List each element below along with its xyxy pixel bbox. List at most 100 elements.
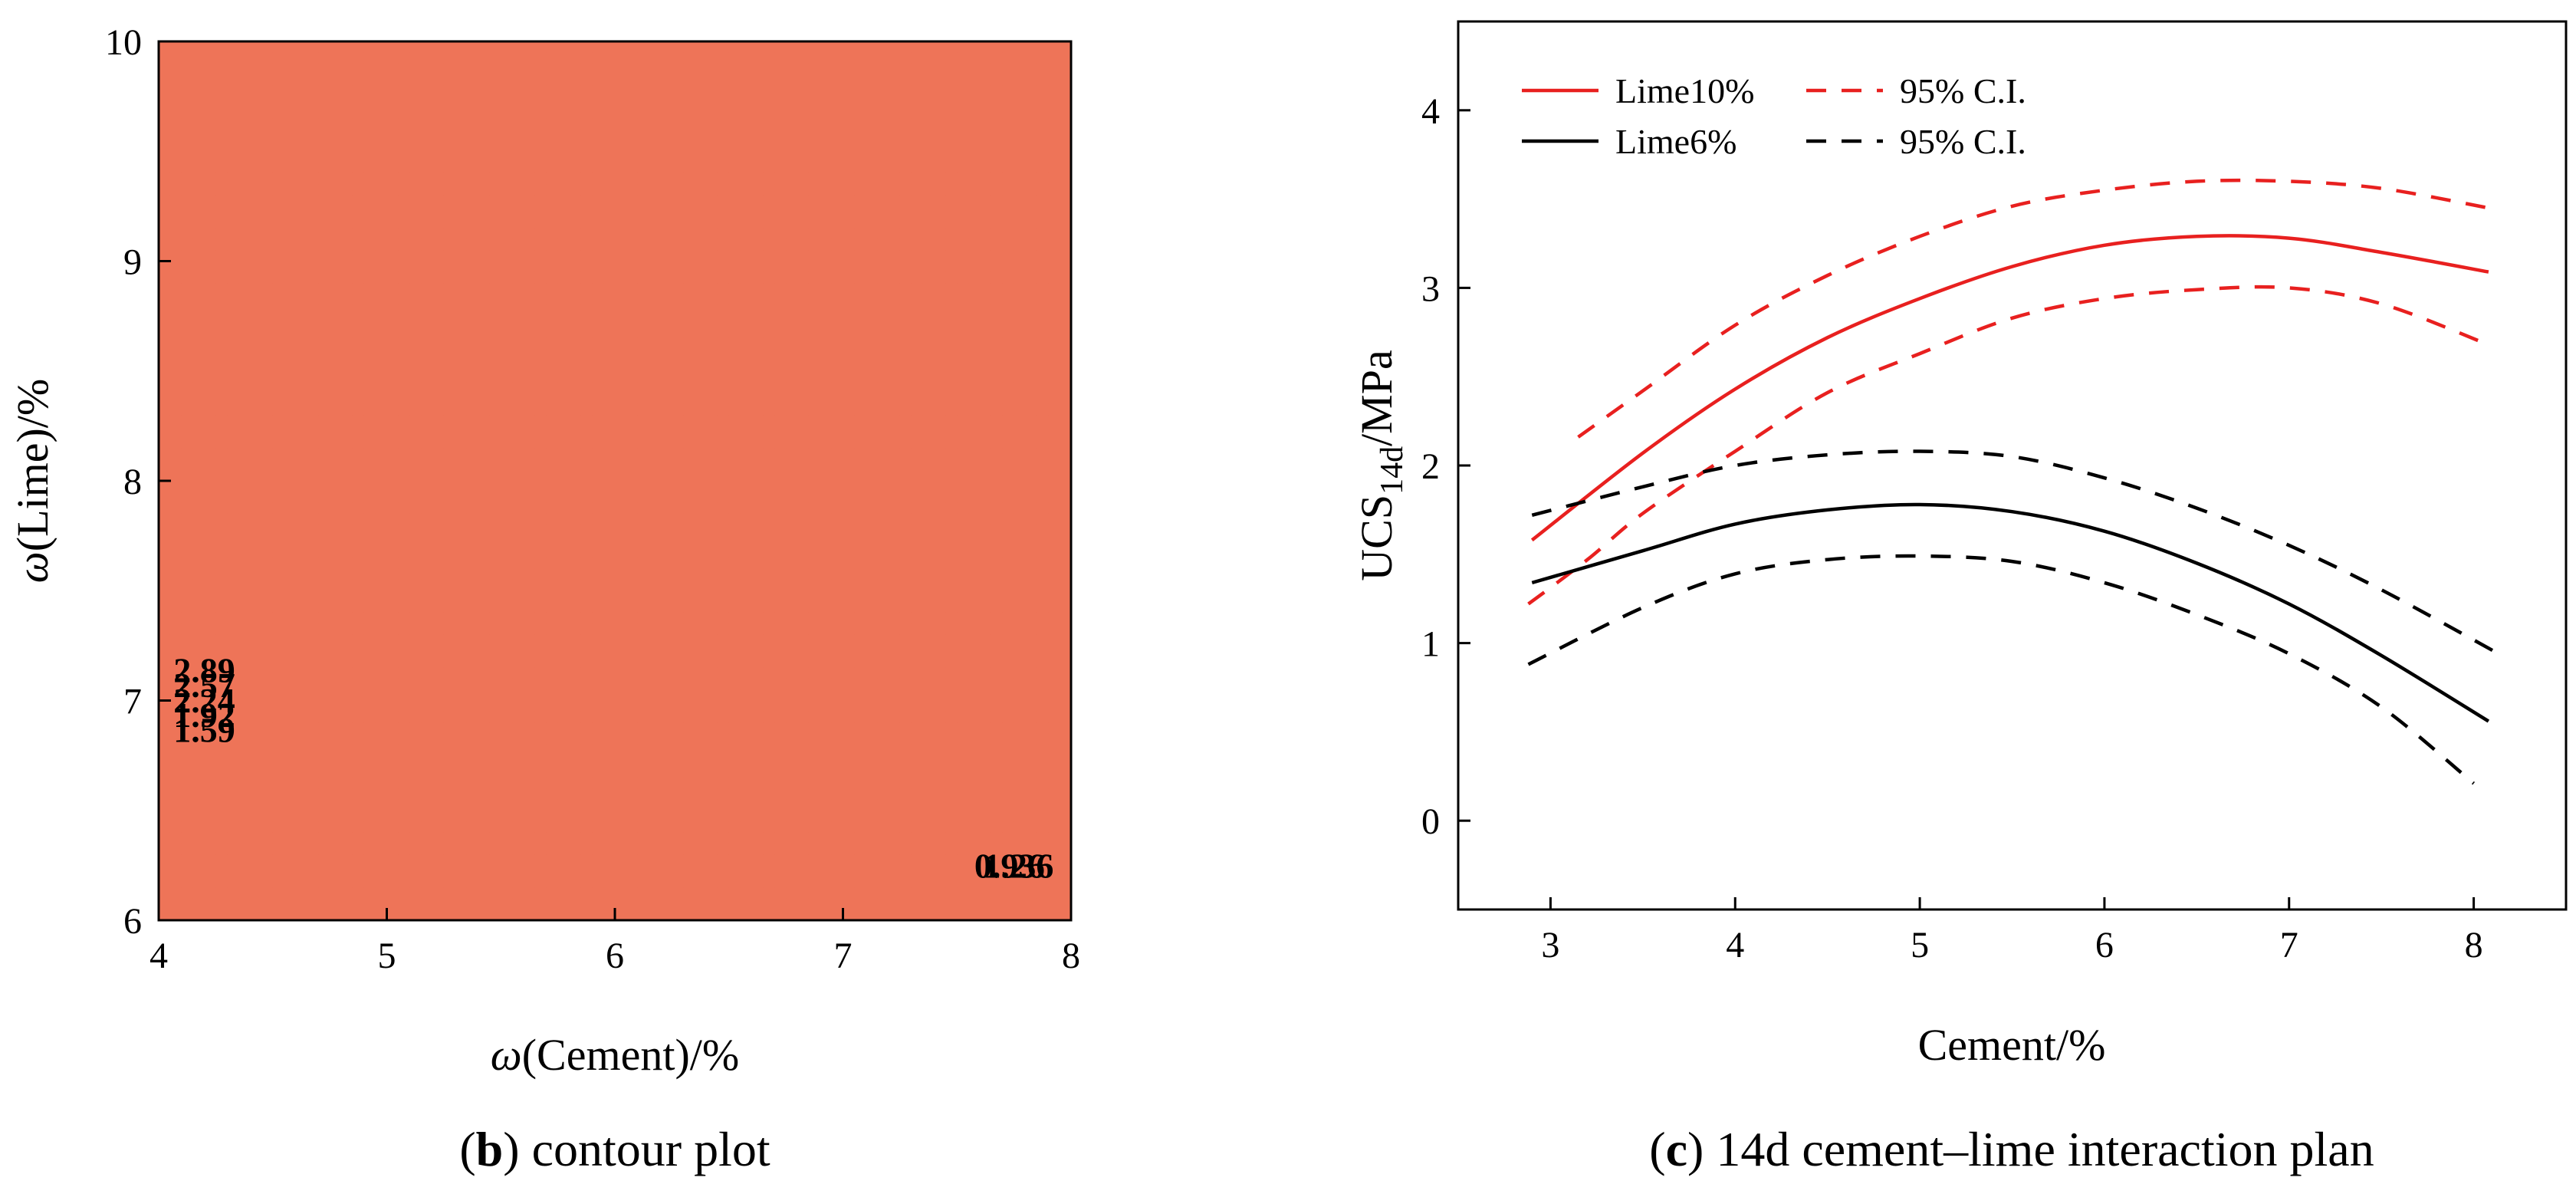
heatmap-cell [603, 590, 616, 603]
heatmap-cell [615, 777, 627, 789]
heatmap-cell [854, 799, 867, 811]
heatmap-cell [854, 327, 867, 339]
heatmap-cell [409, 481, 422, 493]
heatmap-cell [215, 854, 228, 867]
heatmap-cell [534, 645, 547, 658]
heatmap-cell [774, 382, 787, 394]
heatmap-cell [626, 634, 639, 646]
heatmap-cell [808, 612, 821, 625]
heatmap-cell [626, 744, 639, 756]
heatmap-cell [763, 590, 776, 603]
heatmap-cell [866, 129, 878, 141]
heatmap-cell [524, 151, 536, 163]
heatmap-cell [421, 711, 433, 723]
heatmap-cell [272, 426, 285, 438]
heatmap-cell [318, 118, 330, 130]
heatmap-cell [854, 217, 867, 229]
heatmap-cell [854, 898, 867, 910]
heatmap-cell [386, 579, 399, 592]
heatmap-cell [330, 228, 342, 240]
heatmap-cell [341, 656, 353, 669]
heatmap-cell [261, 304, 274, 317]
heatmap-cell [534, 722, 547, 735]
heatmap-cell [489, 129, 502, 141]
heatmap-cell [751, 854, 764, 867]
heatmap-cell [728, 217, 741, 229]
heatmap-cell [512, 821, 524, 834]
heatmap-cell [524, 469, 536, 482]
heatmap-cell [820, 52, 833, 64]
heatmap-cell [398, 415, 411, 427]
heatmap-cell [455, 558, 468, 570]
heatmap-cell [284, 744, 297, 756]
heatmap-cell [626, 601, 639, 613]
heatmap-cell [341, 865, 353, 877]
heatmap-cell [717, 349, 730, 361]
heatmap-cell [181, 337, 194, 350]
heatmap-cell [489, 656, 502, 669]
heatmap-cell [808, 403, 821, 416]
heatmap-cell [489, 63, 502, 75]
heatmap-cell [557, 909, 570, 920]
heatmap-cell [272, 502, 285, 515]
heatmap-cell [580, 370, 593, 383]
heatmap-cell [843, 590, 856, 603]
heatmap-cell [363, 755, 376, 768]
heatmap-cell [238, 271, 251, 284]
heatmap-cell [272, 513, 285, 526]
heatmap-cell [443, 228, 456, 240]
heatmap-cell [751, 733, 764, 745]
heatmap-cell [204, 304, 217, 317]
heatmap-cell [466, 294, 479, 306]
heatmap-cell [524, 777, 536, 789]
heatmap-cell [489, 250, 502, 262]
heatmap-cell [683, 52, 695, 64]
heatmap-cell [649, 755, 662, 768]
heatmap-cell [489, 722, 502, 735]
heatmap-cell [615, 436, 627, 449]
heatmap-cell [421, 810, 433, 822]
heatmap-cell [683, 689, 695, 702]
heatmap-cell [443, 645, 456, 658]
heatmap-cell [352, 327, 365, 339]
heatmap-cell [398, 382, 411, 394]
heatmap-cell [501, 271, 513, 284]
heatmap-cell [261, 250, 274, 262]
heatmap-cell [774, 393, 787, 405]
heatmap-cell [204, 700, 217, 712]
heatmap-cell [728, 722, 741, 735]
heatmap-cell [169, 799, 182, 811]
heatmap-cell [512, 733, 524, 745]
heatmap-cell [466, 909, 479, 920]
heatmap-cell [386, 459, 399, 471]
heatmap-cell [683, 436, 695, 449]
heatmap-cell [489, 370, 502, 383]
heatmap-cell [250, 887, 262, 900]
heatmap-cell [375, 63, 388, 75]
heatmap-cell [215, 238, 228, 251]
heatmap-cell [363, 294, 376, 306]
heatmap-cell [169, 469, 182, 482]
heatmap-cell [786, 755, 798, 768]
heatmap-cell [443, 151, 456, 163]
heatmap-cell [272, 579, 285, 592]
heatmap-cell [557, 415, 570, 427]
heatmap-cell [204, 755, 217, 768]
heatmap-cell [831, 513, 844, 526]
heatmap-cell [295, 689, 308, 702]
heatmap-cell [695, 294, 707, 306]
heatmap-cell [683, 678, 695, 690]
heatmap-cell [695, 513, 707, 526]
heatmap-cell [786, 370, 798, 383]
heatmap-cell [580, 876, 593, 888]
heatmap-cell [786, 481, 798, 493]
heatmap-cell [866, 403, 878, 416]
heatmap-cell [866, 85, 878, 97]
heatmap-cell [227, 689, 239, 702]
heatmap-cell [386, 426, 399, 438]
heatmap-cell [227, 821, 239, 834]
heatmap-cell [284, 271, 297, 284]
heatmap-cell [375, 74, 388, 87]
heatmap-cell [683, 469, 695, 482]
heatmap-cell [808, 887, 821, 900]
